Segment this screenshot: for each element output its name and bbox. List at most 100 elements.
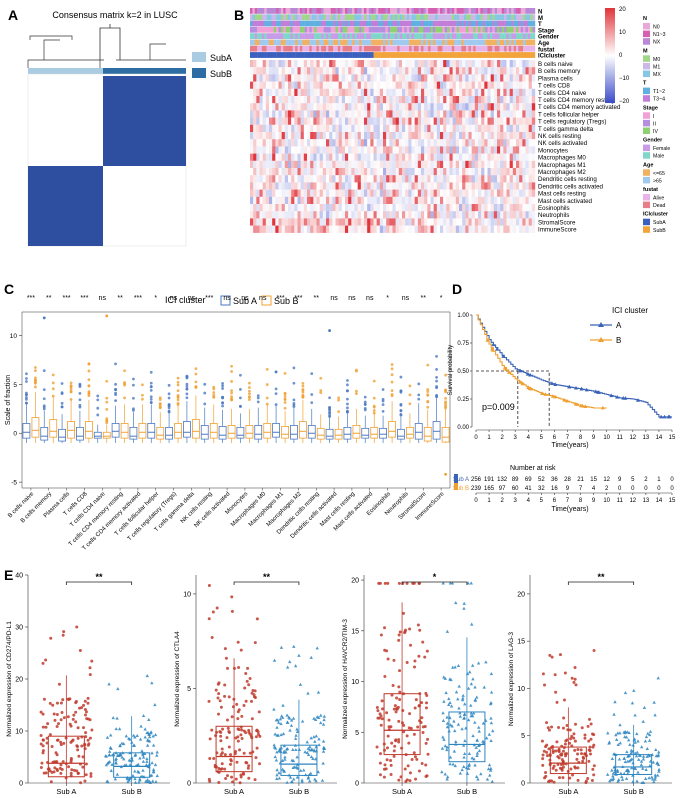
heatmap-cell bbox=[417, 211, 422, 219]
heatmap-cell bbox=[256, 81, 260, 89]
track-cell bbox=[449, 8, 453, 14]
box-outlier bbox=[203, 391, 207, 395]
heatmap-cell bbox=[351, 182, 355, 190]
heatmap-cell bbox=[446, 182, 450, 190]
heatmap-cell bbox=[332, 110, 336, 118]
km-censor-mark bbox=[600, 405, 605, 410]
heatmap-cell bbox=[490, 196, 495, 205]
heatmap-cell bbox=[497, 175, 501, 183]
heatmap-cell bbox=[500, 175, 504, 183]
track-cell bbox=[499, 39, 502, 46]
track-cell bbox=[297, 45, 301, 52]
km-censor-mark bbox=[553, 394, 558, 399]
track-cell bbox=[318, 39, 322, 46]
heatmap-cell bbox=[411, 218, 415, 226]
track-cell bbox=[288, 8, 291, 14]
track-cell bbox=[375, 45, 379, 52]
track-cell bbox=[440, 26, 443, 33]
heatmap-cell bbox=[364, 168, 368, 176]
data-point bbox=[225, 736, 229, 740]
heatmap-cell bbox=[326, 182, 330, 190]
track-cell bbox=[413, 45, 417, 52]
heatmap-cell bbox=[379, 204, 384, 212]
track-cell bbox=[307, 26, 310, 33]
data-point bbox=[44, 658, 48, 662]
heatmap-cell bbox=[490, 218, 495, 226]
heatmap-cell bbox=[259, 74, 263, 82]
heatmap-cell bbox=[275, 189, 279, 197]
track-cell bbox=[366, 26, 369, 33]
track-cell bbox=[250, 26, 253, 33]
data-point bbox=[217, 712, 221, 716]
heatmap-cell bbox=[351, 81, 355, 89]
heatmap-cell bbox=[297, 196, 301, 205]
track-cell bbox=[385, 14, 388, 21]
heatmap-cell bbox=[462, 67, 466, 75]
heatmap-cell bbox=[345, 124, 349, 133]
heatmap-cell bbox=[395, 124, 400, 133]
heatmap-cell bbox=[316, 96, 320, 104]
heatmap-cell bbox=[516, 96, 520, 104]
heatmap-cell bbox=[373, 175, 377, 183]
km-censor-mark bbox=[562, 397, 567, 402]
heatmap-cell bbox=[288, 124, 292, 133]
heatmap-cell bbox=[360, 81, 365, 89]
heatmap-cell bbox=[414, 139, 419, 147]
box-outlier bbox=[283, 406, 287, 410]
heatmap-cell bbox=[468, 117, 472, 125]
heatmap-cell bbox=[386, 139, 390, 147]
track-cell bbox=[513, 45, 517, 52]
box-outlier bbox=[319, 391, 323, 395]
heatmap-cell bbox=[373, 96, 377, 104]
heatmap-cell bbox=[354, 211, 358, 219]
data-point bbox=[283, 757, 287, 761]
heatmap-cell bbox=[389, 175, 393, 183]
heatmap-cell bbox=[436, 67, 441, 75]
heatmap-cell bbox=[436, 211, 441, 219]
box-outlier bbox=[230, 370, 233, 373]
data-point bbox=[49, 780, 53, 784]
heatmap-cell bbox=[484, 204, 488, 212]
track-cell bbox=[501, 33, 505, 39]
track-cell bbox=[435, 8, 438, 14]
heatmap-cell bbox=[269, 103, 273, 111]
heatmap-row-label: Mast cells activated bbox=[538, 198, 593, 205]
heatmap-cell bbox=[471, 196, 476, 205]
track-cell bbox=[520, 26, 524, 33]
risk-x-tick-label: 15 bbox=[669, 498, 676, 504]
track-cell bbox=[326, 20, 329, 27]
data-point bbox=[71, 717, 75, 721]
data-point bbox=[115, 716, 119, 720]
data-point bbox=[285, 665, 290, 669]
data-point bbox=[69, 760, 73, 764]
heatmap-cell bbox=[275, 124, 279, 133]
heatmap-cell bbox=[383, 146, 387, 154]
km-censor-mark bbox=[583, 404, 588, 408]
heatmap-cell bbox=[430, 225, 434, 233]
track-cell bbox=[378, 33, 381, 39]
heatmap-cell bbox=[522, 160, 526, 169]
track-cell bbox=[387, 52, 391, 58]
heatmap-cell bbox=[360, 96, 365, 104]
box-outlier bbox=[444, 405, 447, 409]
data-point bbox=[295, 755, 299, 759]
box-outlier bbox=[426, 390, 430, 394]
track-cell bbox=[375, 33, 379, 39]
heatmap-cell bbox=[291, 146, 295, 154]
box-outlier bbox=[435, 368, 438, 371]
data-point bbox=[476, 777, 480, 781]
heatmap-cell bbox=[253, 139, 257, 147]
track-label: Stage bbox=[538, 28, 555, 34]
track-cell bbox=[354, 8, 358, 14]
track-cell bbox=[299, 39, 303, 46]
risk-count: 0 bbox=[618, 486, 622, 492]
data-point bbox=[299, 768, 303, 772]
data-point bbox=[454, 601, 458, 605]
data-point bbox=[83, 707, 87, 711]
heatmap-cell bbox=[487, 218, 491, 226]
track-cell bbox=[349, 14, 353, 21]
data-point bbox=[277, 771, 281, 775]
heatmap-cell bbox=[516, 132, 520, 140]
heatmap-cell bbox=[376, 117, 381, 125]
track-cell bbox=[499, 14, 502, 21]
